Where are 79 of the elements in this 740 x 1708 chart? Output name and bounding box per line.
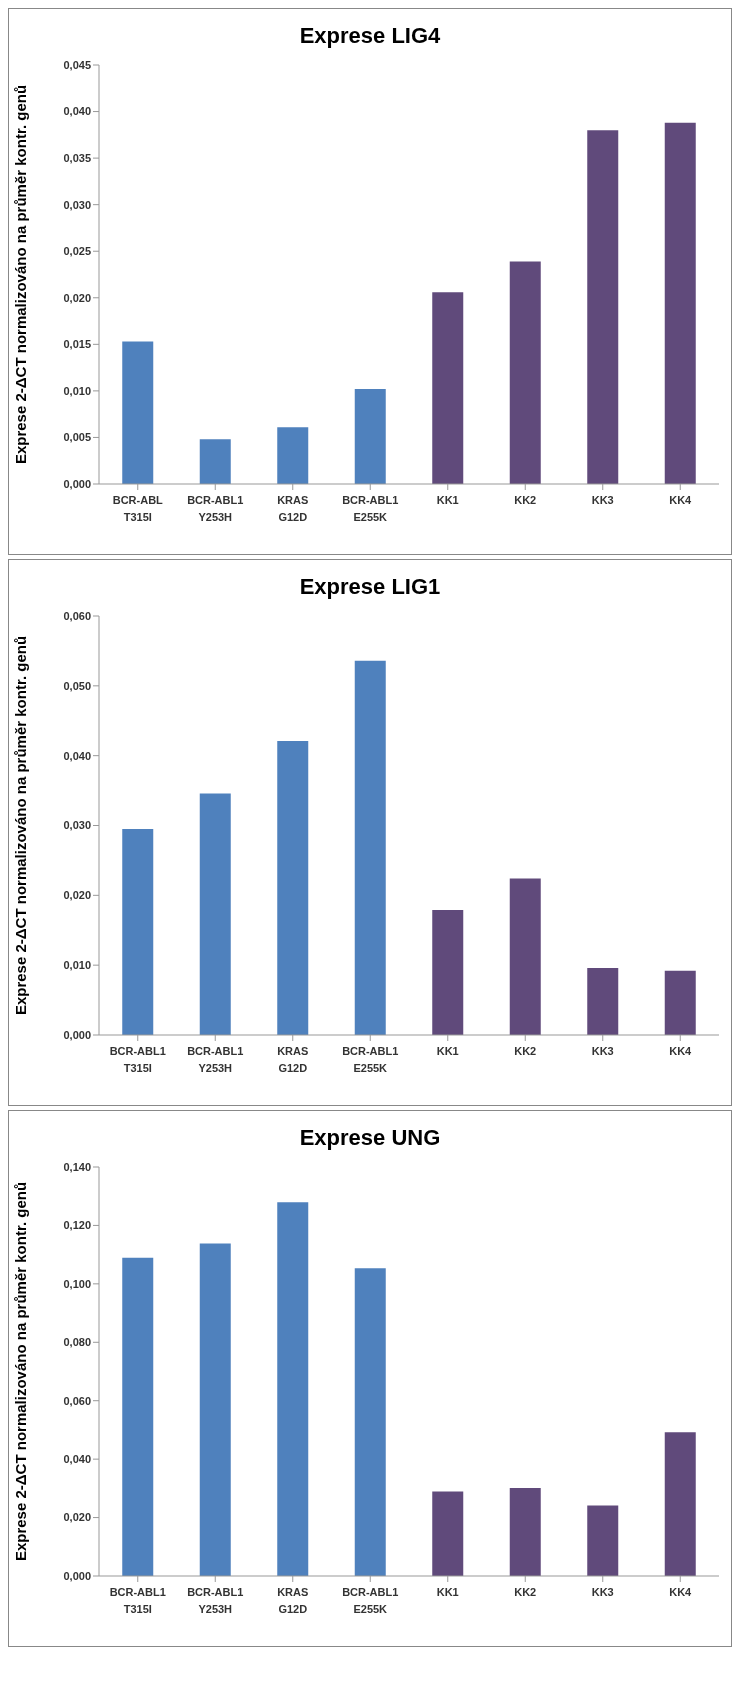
bar bbox=[354, 1268, 386, 1576]
x-tick-label: KK4 bbox=[669, 1045, 693, 1057]
bar bbox=[432, 1491, 464, 1576]
y-tick-label: 0,000 bbox=[63, 1028, 91, 1041]
x-tick-label: BCR-ABL T315I bbox=[112, 494, 164, 523]
bar bbox=[509, 1488, 541, 1576]
y-tick-label: 0,020 bbox=[63, 1511, 91, 1524]
x-tick-label: KK3 bbox=[591, 1045, 614, 1057]
bar bbox=[277, 741, 309, 1035]
bar bbox=[664, 1432, 696, 1576]
x-tick-label: KK2 bbox=[514, 1045, 537, 1057]
x-tick-label: BCR-ABL1 E255K bbox=[342, 1045, 399, 1074]
y-tick-label: 0,040 bbox=[63, 1453, 91, 1466]
x-tick-label: BCR-ABL1 Y253H bbox=[187, 1586, 244, 1615]
chart-title: Exprese LIG1 bbox=[298, 573, 442, 600]
bar bbox=[122, 341, 154, 484]
chart-title: Exprese LIG4 bbox=[298, 22, 442, 49]
y-tick-label: 0,040 bbox=[63, 749, 91, 762]
y-axis-title: Exprese 2-ΔCT normalizováno na průměr kontr. genů bbox=[12, 635, 30, 1016]
x-tick-label: BCR-ABL1 E255K bbox=[342, 494, 399, 523]
y-tick-label: 0,045 bbox=[63, 58, 91, 71]
x-tick-label: BCR-ABL1 E255K bbox=[342, 1586, 399, 1615]
y-tick-label: 0,120 bbox=[63, 1219, 91, 1232]
y-tick-label: 0,030 bbox=[63, 819, 91, 832]
x-tick-label: KK2 bbox=[514, 494, 537, 506]
bar bbox=[432, 292, 464, 484]
x-tick-label: KK2 bbox=[514, 1586, 537, 1598]
y-tick-label: 0,015 bbox=[63, 338, 91, 351]
x-tick-label: KK1 bbox=[436, 494, 459, 506]
y-tick-label: 0,100 bbox=[63, 1277, 91, 1290]
bar bbox=[199, 793, 231, 1035]
y-tick-label: 0,020 bbox=[63, 291, 91, 304]
bar bbox=[664, 122, 696, 484]
x-tick-label: KK3 bbox=[591, 494, 614, 506]
y-tick-label: 0,020 bbox=[63, 889, 91, 902]
x-tick-label: KK4 bbox=[669, 1586, 693, 1598]
bar bbox=[509, 878, 541, 1035]
x-tick-label: KRAS G12D bbox=[277, 1045, 309, 1074]
y-tick-label: 0,010 bbox=[63, 959, 91, 972]
bar bbox=[354, 660, 386, 1035]
bar bbox=[509, 261, 541, 484]
y-tick-label: 0,060 bbox=[63, 1394, 91, 1407]
y-tick-label: 0,005 bbox=[63, 431, 91, 444]
y-tick-label: 0,000 bbox=[63, 1569, 91, 1582]
bar bbox=[587, 130, 619, 484]
x-tick-label: BCR-ABL1 Y253H bbox=[187, 494, 244, 523]
y-tick-label: 0,140 bbox=[63, 1160, 91, 1173]
bar bbox=[587, 967, 619, 1035]
y-tick-label: 0,010 bbox=[63, 384, 91, 397]
bar bbox=[122, 828, 154, 1035]
y-tick-label: 0,000 bbox=[63, 477, 91, 490]
chart-title: Exprese UNG bbox=[298, 1124, 442, 1151]
bar bbox=[432, 910, 464, 1035]
y-tick-label: 0,060 bbox=[63, 609, 91, 622]
bar bbox=[587, 1505, 619, 1576]
x-tick-label: BCR-ABL1 T315I bbox=[109, 1045, 166, 1074]
x-tick-label: KK1 bbox=[436, 1586, 459, 1598]
y-tick-label: 0,030 bbox=[63, 198, 91, 211]
bar bbox=[277, 427, 309, 484]
y-axis-title: Exprese 2-ΔCT normalizováno na průměr kontr. genů bbox=[12, 84, 30, 465]
x-tick-label: KRAS G12D bbox=[277, 494, 309, 523]
y-tick-label: 0,025 bbox=[63, 245, 91, 258]
y-axis-title: Exprese 2-ΔCT normalizováno na průměr kontr. genů bbox=[12, 1181, 30, 1562]
bar bbox=[199, 1243, 231, 1576]
y-tick-label: 0,035 bbox=[63, 152, 91, 165]
x-tick-label: BCR-ABL1 T315I bbox=[109, 1586, 166, 1615]
y-tick-label: 0,040 bbox=[63, 105, 91, 118]
bar bbox=[277, 1202, 309, 1576]
x-tick-label: KK1 bbox=[436, 1045, 459, 1057]
y-tick-label: 0,050 bbox=[63, 679, 91, 692]
x-tick-label: KK3 bbox=[591, 1586, 614, 1598]
x-tick-label: KK4 bbox=[669, 494, 693, 506]
y-tick-label: 0,080 bbox=[63, 1336, 91, 1349]
x-tick-label: KRAS G12D bbox=[277, 1586, 309, 1615]
bar bbox=[354, 389, 386, 484]
bar bbox=[199, 439, 231, 484]
bar bbox=[122, 1257, 154, 1576]
bar bbox=[664, 970, 696, 1035]
x-tick-label: BCR-ABL1 Y253H bbox=[187, 1045, 244, 1074]
